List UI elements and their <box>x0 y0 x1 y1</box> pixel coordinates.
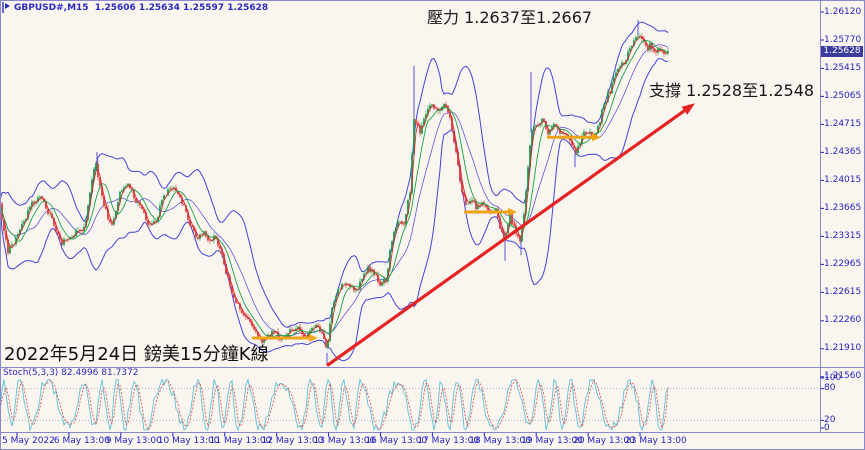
stoch-gridlines <box>1 388 819 421</box>
date-tick-label: 17 May 13:00 <box>417 436 480 446</box>
price-tick-label: 1.21910 <box>824 343 862 354</box>
support-level-arrows[interactable] <box>252 133 601 342</box>
price-tick-label: 1.24365 <box>824 146 862 157</box>
price-tick-label: 1.25770 <box>824 34 862 45</box>
price-tick-label: 1.25415 <box>824 62 862 73</box>
stoch-level-label: 100 <box>824 372 842 383</box>
current-price-badge: 1.25628 <box>821 46 863 57</box>
price-spikes <box>96 20 639 366</box>
moving-averages <box>1 36 669 344</box>
date-tick-label: 20 May 13:00 <box>573 436 635 446</box>
price-tick-label: 1.21560 <box>824 371 862 382</box>
trend-arrow[interactable] <box>326 103 695 367</box>
price-tick-label: 1.23315 <box>824 230 862 241</box>
stoch-level-label: 0 <box>824 422 830 433</box>
date-tick-label: 18 May 13:00 <box>469 436 531 446</box>
price-tick-label: 1.26120 <box>824 6 862 17</box>
chart-corner-icon <box>2 2 10 13</box>
price-tick-label: 1.22615 <box>824 286 862 297</box>
symbol-ohlc-line: GBPUSD#,M15 1.25606 1.25634 1.25597 1.25… <box>14 3 269 13</box>
price-tick-label: 1.24015 <box>824 174 862 185</box>
date-tick-label: 19 May 13:00 <box>521 436 583 446</box>
date-tick-label: 5 May 2022 <box>2 436 55 446</box>
stoch-level-label: 80 <box>824 383 836 394</box>
resistance-annotation[interactable]: 壓力 1.2637至1.2667 <box>427 8 593 27</box>
date-tick-label: 12 May 13:00 <box>261 436 324 446</box>
date-tick-label: 11 May 13:00 <box>209 436 272 446</box>
date-tick-label: 16 May 13:00 <box>365 436 428 446</box>
date-tick-label: 9 May 13:00 <box>105 436 162 446</box>
date-tick-label: 13 May 13:00 <box>313 436 376 446</box>
date-tick-label: 10 May 13:00 <box>157 436 220 446</box>
price-tick-label: 1.25065 <box>824 90 862 101</box>
support-annotation[interactable]: 支撐 1.2528至1.2548 <box>649 81 815 100</box>
price-tick-label: 1.22965 <box>824 258 862 269</box>
price-tick-label: 1.23665 <box>824 202 862 213</box>
date-caption: 2022年5月24日 鎊美15分鐘K線 <box>4 344 269 365</box>
stoch-indicator-label: Stoch(5,3,3) 82.4996 81.7372 <box>3 368 139 378</box>
stochastic-lines <box>1 377 669 432</box>
price-tick-label: 1.22260 <box>824 315 862 326</box>
price-tick-label: 1.24715 <box>824 118 862 129</box>
date-tick-label: 23 May 13:00 <box>625 436 687 446</box>
stoch-level-label: 20 <box>824 414 836 425</box>
date-tick-label: 6 May 13:00 <box>53 436 110 446</box>
